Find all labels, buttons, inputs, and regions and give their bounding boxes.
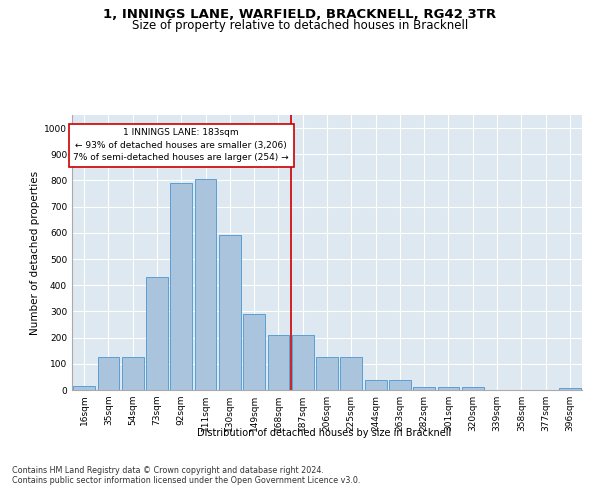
Text: Contains public sector information licensed under the Open Government Licence v3: Contains public sector information licen… [12,476,361,485]
Bar [122,358,143,390]
Bar [194,179,217,390]
Bar [219,236,241,390]
Text: Contains HM Land Registry data © Crown copyright and database right 2024.: Contains HM Land Registry data © Crown c… [12,466,324,475]
Bar [389,380,411,390]
Text: Size of property relative to detached houses in Bracknell: Size of property relative to detached ho… [132,19,468,32]
Bar [340,358,362,390]
Bar [292,335,314,390]
Text: Distribution of detached houses by size in Bracknell: Distribution of detached houses by size … [197,428,451,438]
Bar [73,386,95,390]
Bar [97,358,119,390]
Bar [243,314,265,390]
Text: 1, INNINGS LANE, WARFIELD, BRACKNELL, RG42 3TR: 1, INNINGS LANE, WARFIELD, BRACKNELL, RG… [103,8,497,20]
Bar [268,335,289,390]
Bar [437,388,460,390]
Bar [462,388,484,390]
Bar [170,183,192,390]
Y-axis label: Number of detached properties: Number of detached properties [30,170,40,334]
Bar [146,278,168,390]
Bar [559,388,581,390]
Bar [413,388,435,390]
Text: 1 INNINGS LANE: 183sqm
← 93% of detached houses are smaller (3,206)
7% of semi-d: 1 INNINGS LANE: 183sqm ← 93% of detached… [73,128,289,162]
Bar [365,380,386,390]
Bar [316,358,338,390]
